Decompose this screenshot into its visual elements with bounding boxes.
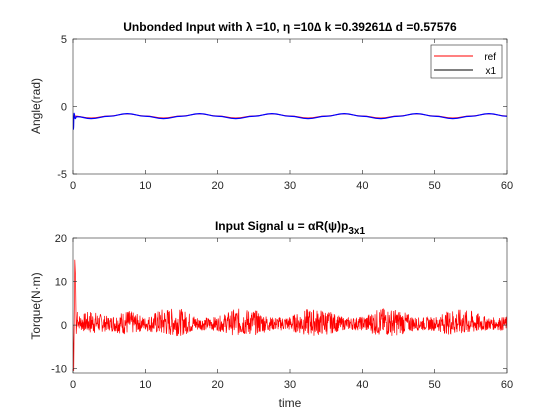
torque-plot-title: Input Signal u = αR(ψ)p3x1 xyxy=(215,219,366,237)
angle-y-tick-label: -5 xyxy=(57,169,67,181)
angle-x-tick-label: 20 xyxy=(212,180,224,192)
torque-series-group xyxy=(73,259,507,371)
angle-legend: ref x1 xyxy=(430,44,503,79)
angle-y-axis-label: Angle(rad) xyxy=(29,78,43,134)
torque-y-axis-label: Torque(N·m) xyxy=(29,272,43,339)
angle-x-tick-label: 60 xyxy=(501,180,513,192)
angle-x-tick-label: 40 xyxy=(356,180,368,192)
angle-x-tick-label: 50 xyxy=(429,180,441,192)
torque-y-tick-label: 20 xyxy=(55,233,67,245)
legend-label-ref: ref xyxy=(484,52,496,63)
torque-title-subscript: 3x1 xyxy=(348,226,365,237)
legend-label-x1: x1 xyxy=(485,66,496,77)
torque-x-tick-label: 50 xyxy=(429,379,441,391)
torque-y-tick-label: -10 xyxy=(51,364,67,376)
torque-plot-area xyxy=(73,238,507,373)
angle-x-tick-label: 10 xyxy=(139,180,151,192)
torque-title-main: Input Signal u = αR(ψ)p xyxy=(215,219,348,233)
angle-plot-title: Unbonded Input with λ =10, η =10∆ k =0.3… xyxy=(123,20,457,34)
torque-x-tick-label: 0 xyxy=(70,379,76,391)
angle-series-group xyxy=(73,112,507,131)
legend-box xyxy=(430,44,503,79)
torque-series-signal-line xyxy=(73,259,507,371)
angle-series-x1-line xyxy=(73,112,507,131)
torque-x-tick-label: 20 xyxy=(212,379,224,391)
angle-y-tick-label: 0 xyxy=(61,102,67,114)
torque-x-tick-label: 30 xyxy=(284,379,296,391)
angle-subplot: 0 10 20 30 40 50 60-505 Unbonded Input with λ … xyxy=(29,20,513,192)
torque-x-axis-label: time xyxy=(279,396,302,410)
torque-y-tick-label: 0 xyxy=(61,320,67,332)
torque-y-tick-label: 10 xyxy=(55,277,67,289)
angle-y-tick-label: 5 xyxy=(61,34,67,46)
angle-x-tick-label: 0 xyxy=(70,180,76,192)
torque-x-tick-label: 40 xyxy=(356,379,368,391)
angle-x-tick-label: 30 xyxy=(284,180,296,192)
angle-ticks: 0 10 20 30 40 50 60-505 xyxy=(57,34,513,192)
torque-x-tick-label: 10 xyxy=(139,379,151,391)
torque-x-tick-label: 60 xyxy=(501,379,513,391)
